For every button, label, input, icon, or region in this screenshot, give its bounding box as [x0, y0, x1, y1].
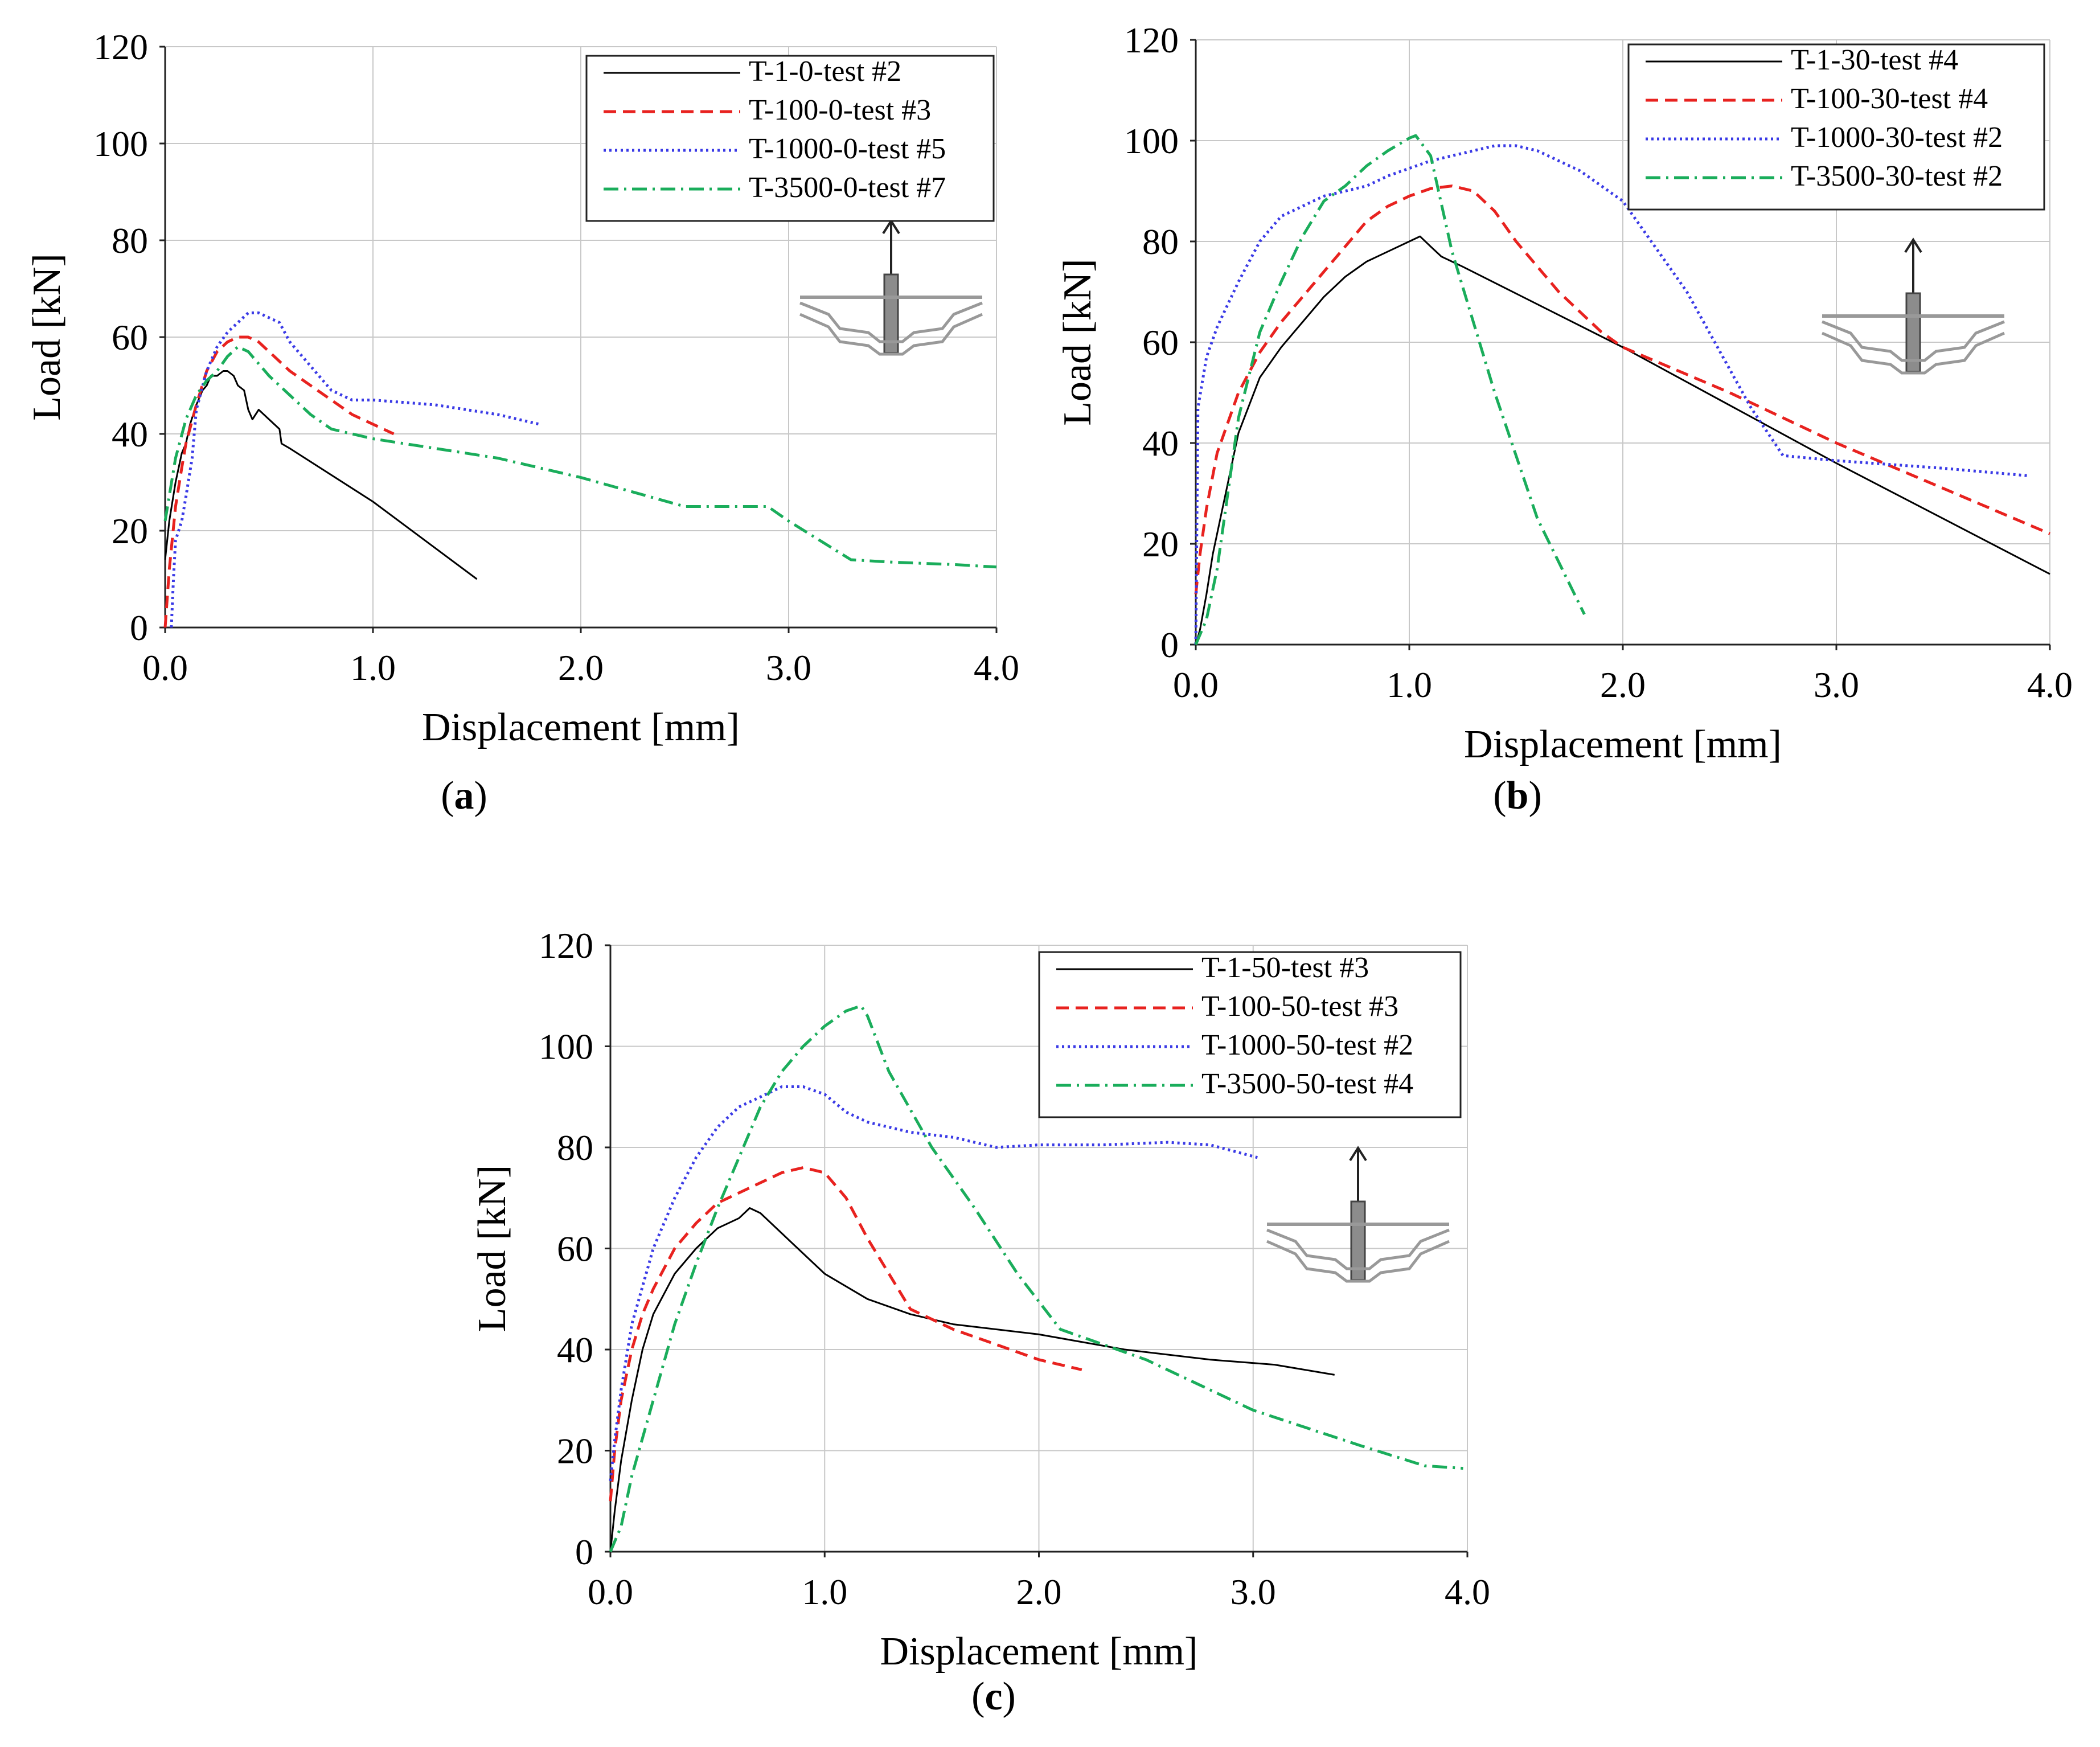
legend: T-1-50-test #3 T-100-50-test #3 T-1000-50-…	[1038, 951, 1462, 1118]
series-line-1	[609, 1207, 1335, 1552]
legend-box	[1627, 43, 2045, 211]
panel-caption: (b)	[1493, 774, 1542, 818]
y-tick-label: 120	[1124, 20, 1179, 60]
chart-c: 0 20 40 60 80 100 120 0.0 1.0 2.0 3.0 4.0 Displaceme…	[470, 925, 1490, 1719]
anchor-diagram-icon	[1267, 1148, 1449, 1281]
panel-caption: (c)	[971, 1675, 1016, 1719]
legend-label-3: T-1000-30-test #2	[1791, 121, 2003, 154]
series-line-4	[163, 345, 997, 569]
y-tick-label: 100	[539, 1027, 593, 1067]
y-tick-label: 60	[557, 1229, 593, 1269]
x-tick-label: 0.0	[142, 647, 188, 688]
y-tick-label: 20	[557, 1431, 593, 1471]
y-tick-label: 60	[1142, 322, 1179, 363]
series-line-3	[609, 1085, 1258, 1482]
x-tick-label: 4.0	[2027, 665, 2073, 705]
legend-label-1: T-1-0-test #2	[749, 55, 901, 88]
x-axis-label: Displacement [mm]	[1464, 723, 1782, 766]
y-tick-label: 80	[1142, 222, 1179, 262]
series-line-2	[609, 1166, 1082, 1502]
y-tick-label: 0	[1160, 625, 1179, 665]
y-tick-label: 0	[130, 608, 148, 648]
legend-label-2: T-100-30-test #4	[1791, 83, 1988, 115]
y-tick-label: 60	[112, 317, 148, 358]
x-tick-label: 3.0	[766, 647, 811, 688]
series-line-2	[1194, 184, 2050, 594]
legend: T-1-30-test #4 T-100-30-test #4 T-1000-30-…	[1627, 43, 2045, 211]
y-tick-label: 40	[557, 1330, 593, 1370]
legend-label-4: T-3500-30-test #2	[1791, 160, 2003, 192]
x-tick-label: 3.0	[1814, 665, 1859, 705]
x-tick-label: 1.0	[350, 647, 396, 688]
y-axis-label: Load [kN]	[25, 253, 69, 421]
x-axis-label: Displacement [mm]	[880, 1630, 1198, 1674]
y-tick-label: 20	[1142, 524, 1179, 564]
series-line-4	[609, 1004, 1463, 1552]
panel-caption: (a)	[441, 774, 487, 818]
legend-label-3: T-1000-0-test #5	[749, 133, 946, 165]
y-tick-label: 120	[93, 27, 148, 67]
y-tick-label: 40	[112, 414, 148, 454]
series-line-2	[163, 335, 395, 628]
x-tick-label: 1.0	[1387, 665, 1432, 705]
legend: T-1-0-test #2 T-100-0-test #3 T-1000-0-tes…	[585, 55, 995, 222]
x-tick-label: 1.0	[802, 1572, 847, 1612]
x-tick-label: 4.0	[974, 647, 1019, 688]
legend-label-1: T-1-50-test #3	[1201, 952, 1369, 984]
series-line-3	[1194, 144, 2029, 645]
anchor-diagram-icon	[1822, 240, 2004, 373]
y-tick-label: 100	[1124, 121, 1179, 161]
y-tick-label: 0	[575, 1532, 593, 1572]
y-tick-label: 40	[1142, 423, 1179, 464]
legend-label-2: T-100-50-test #3	[1201, 990, 1398, 1023]
y-tick-label: 100	[93, 124, 148, 164]
chart-a: 0 20 40 60 80 100 120 0.0 1.0 2.0 3.0 4.0 Displaceme…	[25, 27, 1019, 818]
y-tick-label: 120	[539, 925, 593, 966]
chart-b: 0 20 40 60 80 100 120 0.0 1.0 2.0 3.0 4.0 Displaceme…	[1056, 20, 2073, 818]
legend-label-2: T-100-0-test #3	[749, 94, 931, 126]
legend-box	[585, 55, 995, 222]
x-tick-label: 4.0	[1445, 1572, 1490, 1612]
x-tick-label: 0.0	[588, 1572, 633, 1612]
y-axis-label: Load [kN]	[1056, 259, 1100, 426]
legend-label-4: T-3500-50-test #4	[1201, 1068, 1413, 1100]
anchor-diagram-icon	[800, 221, 982, 354]
series-line-4	[1194, 134, 1586, 645]
y-tick-label: 80	[112, 220, 148, 261]
legend-box	[1038, 951, 1462, 1118]
x-tick-label: 3.0	[1231, 1572, 1276, 1612]
x-tick-label: 0.0	[1173, 665, 1219, 705]
legend-label-1: T-1-30-test #4	[1791, 44, 1958, 76]
y-tick-label: 80	[557, 1127, 593, 1168]
x-tick-label: 2.0	[558, 647, 604, 688]
x-tick-label: 2.0	[1016, 1572, 1062, 1612]
x-axis-label: Displacement [mm]	[422, 706, 740, 749]
y-axis-label: Load [kN]	[470, 1165, 514, 1332]
series-line-1	[164, 370, 478, 580]
legend-label-4: T-3500-0-test #7	[749, 171, 946, 204]
y-tick-label: 20	[112, 511, 148, 551]
x-tick-label: 2.0	[1600, 665, 1646, 705]
legend-label-3: T-1000-50-test #2	[1201, 1029, 1413, 1061]
